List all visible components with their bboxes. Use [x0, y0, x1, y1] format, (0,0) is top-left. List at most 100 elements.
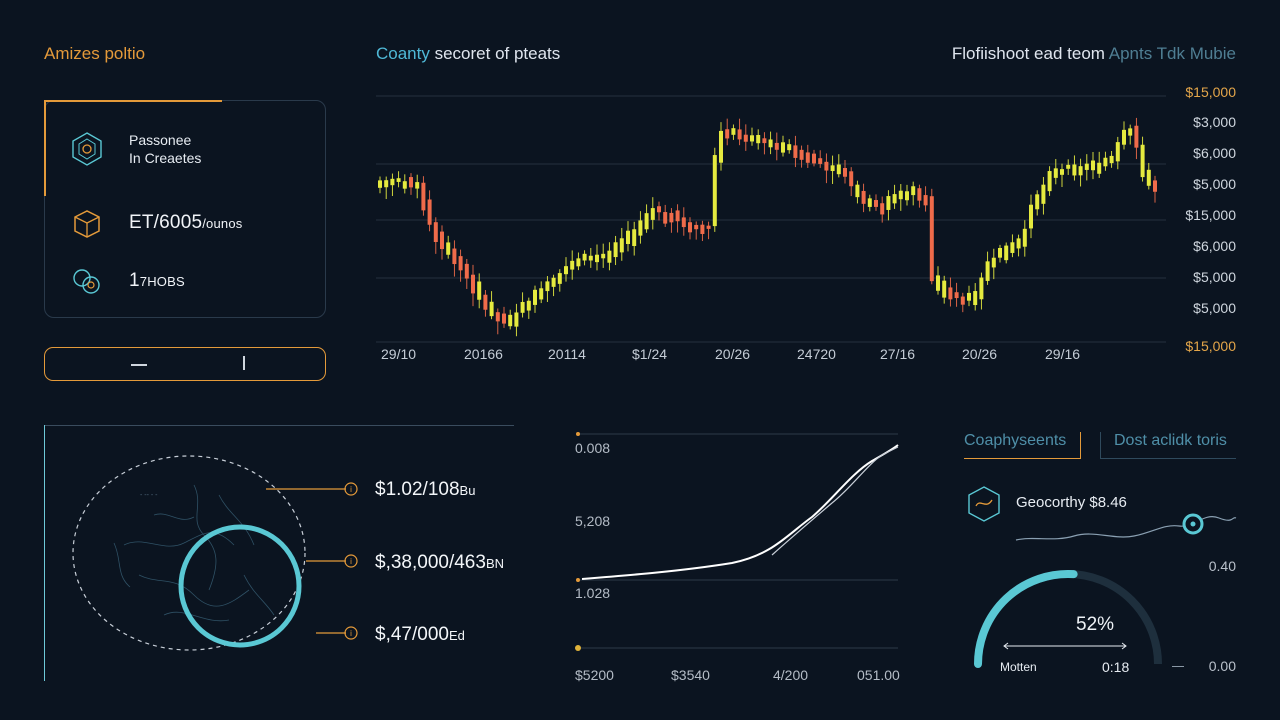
candle-body: [812, 153, 816, 164]
candle-body: [1072, 164, 1077, 176]
candle-body: [929, 196, 934, 282]
candle-x-tick-label: $1/24: [632, 346, 668, 362]
map-divider: [44, 425, 514, 426]
candle-body: [396, 178, 401, 182]
candle-body: [1066, 164, 1071, 169]
candle-body: [861, 190, 866, 204]
candle-body: [1035, 194, 1040, 210]
map-value-3-suffix: Ed: [448, 628, 465, 643]
candle-body: [1146, 169, 1151, 186]
map-highlight-ring: [178, 524, 302, 648]
candle-body: [619, 238, 624, 253]
candle-body: [818, 158, 823, 164]
candle-body: [557, 273, 562, 284]
candle-body: [998, 247, 1002, 258]
right-value-top: 0.40: [1208, 558, 1236, 574]
map-value-2: $,38,000/463BN: [375, 552, 504, 574]
candle-body: [1140, 144, 1145, 178]
candle-x-tick-label: 29/16: [1045, 346, 1081, 362]
candle-x-tick-label: 20/26: [715, 346, 751, 362]
candle-body: [464, 263, 469, 279]
candle-body: [793, 145, 798, 158]
candle-body: [991, 257, 996, 268]
card-accent-top: [44, 100, 222, 102]
candlestick-chart[interactable]: [376, 80, 1166, 370]
summary-count-suffix: 7HOBS: [139, 274, 185, 289]
slider-handle-left[interactable]: [131, 364, 147, 366]
candle-body: [613, 242, 618, 258]
line-x-label-2: $3540: [671, 667, 710, 683]
candle-y-tick-label: $6,000: [1193, 145, 1236, 161]
candle-body: [1134, 125, 1139, 148]
map-value-1-suffix: Bu: [459, 483, 476, 498]
candle-body: [805, 152, 810, 163]
candle-body: [508, 314, 513, 327]
candle-body: [675, 210, 680, 222]
right-title: Flofiishoot ead teom Apnts Tdk Mubie: [952, 44, 1236, 64]
candle-body: [874, 200, 878, 207]
candle-body: [650, 208, 655, 220]
candle-body: [669, 212, 674, 223]
map-leaders: [266, 482, 358, 640]
candle-body: [787, 144, 792, 151]
candle-body: [638, 220, 643, 236]
candle-body: [942, 280, 947, 298]
candle-body: [948, 287, 953, 300]
summary-big-value: ET/6005: [129, 212, 203, 233]
summary-row-value: ET/6005/ounos: [67, 203, 242, 243]
candle-body: [384, 180, 389, 188]
candle-body: [514, 312, 519, 327]
map-marker-glyph: i: [350, 629, 352, 638]
gauge-percent: 52%: [1076, 614, 1115, 635]
region-map[interactable]: - -- - - i i i: [44, 425, 514, 681]
candle-body: [520, 301, 525, 313]
candle-y-tick-label: $15,000: [1185, 84, 1236, 100]
gauge-left-label: Motten: [1000, 660, 1037, 674]
right-title-muted[interactable]: Apnts Tdk Mubie: [1104, 44, 1236, 63]
chart-title: Coanty secoret of pteats: [376, 44, 560, 64]
gauge-right-label: 0:18: [1102, 659, 1130, 675]
candle-body: [799, 149, 804, 160]
candle-y-tick-label: $6,000: [1193, 238, 1236, 254]
candle-body: [923, 195, 928, 206]
coins-icon: [73, 269, 100, 294]
candle-body: [1010, 242, 1015, 253]
candle-body: [378, 180, 382, 188]
candle-body: [1103, 157, 1108, 167]
candle-x-tick-label: 20166: [464, 346, 503, 362]
candle-body: [526, 300, 531, 311]
candle-body: [706, 225, 711, 229]
candle-body: [756, 135, 761, 144]
candle-body: [973, 291, 978, 306]
candle-body: [644, 213, 649, 230]
slider-handle-right[interactable]: [243, 356, 245, 370]
candle-body: [1097, 162, 1102, 174]
candle-x-tick-label: 20/26: [962, 346, 998, 362]
tab-coaphyseents[interactable]: Coaphyseents: [964, 432, 1082, 459]
candle-body: [607, 250, 612, 263]
candle-body: [1109, 155, 1114, 164]
candle-body: [477, 281, 482, 300]
candle-body: [781, 142, 785, 153]
app-title: Amizes poltio: [44, 44, 146, 63]
candle-body: [588, 255, 593, 261]
candle-x-tick-label: 24720: [797, 346, 836, 362]
candle-body: [415, 182, 420, 189]
candle-y-tick-label: $5,000: [1193, 300, 1236, 316]
candle-body: [489, 301, 494, 317]
range-slider[interactable]: [44, 347, 326, 381]
growth-line-chart[interactable]: [572, 425, 902, 685]
map-divider-left: [44, 425, 45, 681]
tab-dost-aclidk-toris[interactable]: Dost aclidk toris: [1100, 432, 1236, 459]
geo-sparkline: [1015, 513, 1237, 541]
candle-y-tick-label: $5,000: [1193, 176, 1236, 192]
candle-body: [551, 277, 556, 287]
line-y-label-low: 1.028: [575, 585, 611, 601]
candle-body: [936, 275, 940, 291]
candle-body: [1022, 228, 1027, 247]
candle-y-tick-label: $15,000: [1185, 207, 1236, 223]
candle-body: [1004, 245, 1009, 261]
candle-body: [719, 130, 723, 163]
candle-body: [1029, 204, 1033, 229]
candle-body: [750, 135, 754, 142]
